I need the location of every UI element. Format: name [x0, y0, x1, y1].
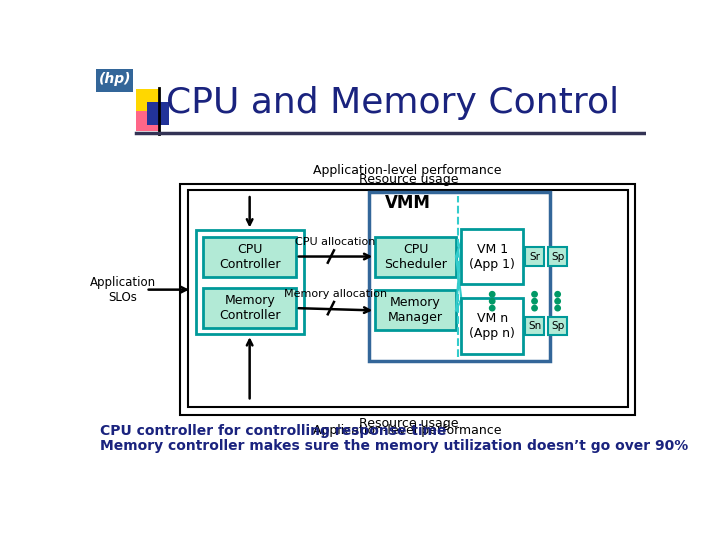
Text: VM n
(App n): VM n (App n)	[469, 312, 515, 340]
Bar	[180, 184, 634, 415]
Bar	[96, 69, 133, 92]
Circle shape	[532, 299, 537, 304]
Circle shape	[490, 292, 495, 297]
Text: Memory
Manager: Memory Manager	[388, 296, 443, 325]
Bar	[549, 247, 567, 266]
Text: CPU
Scheduler: CPU Scheduler	[384, 242, 447, 271]
Text: Memory controller makes sure the memory utilization doesn’t go over 90%: Memory controller makes sure the memory …	[99, 439, 688, 453]
Bar	[204, 288, 296, 328]
Text: VMM: VMM	[384, 194, 431, 212]
Text: Sr: Sr	[529, 252, 540, 261]
Text: CPU allocation: CPU allocation	[295, 237, 376, 247]
Bar	[375, 291, 456, 330]
Text: Application
SLOs: Application SLOs	[89, 275, 156, 303]
Bar	[375, 237, 456, 276]
Bar	[369, 192, 550, 361]
Bar	[135, 111, 159, 131]
Text: CPU and Memory Control: CPU and Memory Control	[166, 86, 618, 120]
Text: Application-level performance: Application-level performance	[313, 164, 502, 177]
Bar	[462, 229, 523, 284]
Circle shape	[555, 299, 560, 304]
Text: Sp: Sp	[551, 252, 564, 261]
Text: Resource usage: Resource usage	[359, 173, 458, 186]
Text: Sn: Sn	[528, 321, 541, 331]
Text: CPU
Controller: CPU Controller	[219, 242, 280, 271]
Text: Application-level performance: Application-level performance	[313, 424, 502, 437]
Bar	[204, 237, 296, 276]
Bar	[148, 102, 168, 125]
Circle shape	[490, 299, 495, 304]
Bar	[196, 231, 304, 334]
Text: Memory
Controller: Memory Controller	[219, 294, 280, 322]
Circle shape	[532, 292, 537, 297]
Bar	[188, 190, 629, 408]
Bar	[462, 298, 523, 354]
Bar	[526, 316, 544, 335]
Circle shape	[555, 306, 560, 311]
Text: Resource usage: Resource usage	[359, 417, 458, 430]
Bar	[549, 316, 567, 335]
Text: VM 1
(App 1): VM 1 (App 1)	[469, 242, 515, 271]
Circle shape	[532, 306, 537, 311]
Text: CPU controller for controlling response time: CPU controller for controlling response …	[99, 423, 446, 437]
Bar	[526, 247, 544, 266]
Circle shape	[555, 292, 560, 297]
Circle shape	[490, 306, 495, 311]
Text: Sp: Sp	[551, 321, 564, 331]
Text: (hp): (hp)	[99, 72, 131, 86]
Text: Memory allocation: Memory allocation	[284, 289, 387, 299]
Bar	[135, 90, 159, 112]
